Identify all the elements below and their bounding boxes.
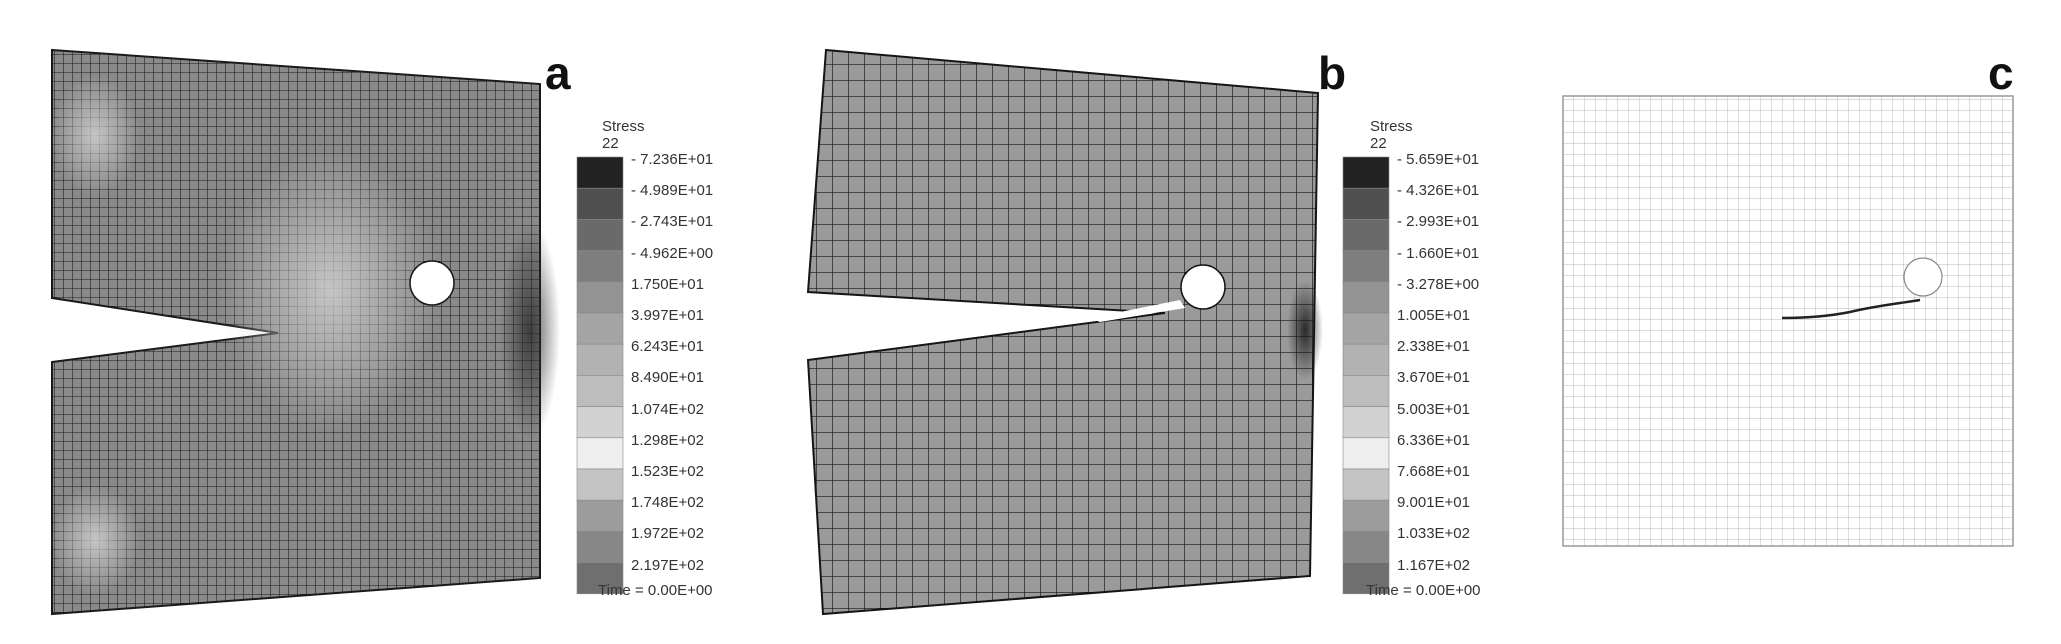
legend-swatch [1342,250,1390,283]
legend-value: 7.668E+01 [1397,463,1470,480]
legend-swatch [1342,343,1390,376]
legend-value: 1.005E+01 [1397,307,1470,324]
legend-value: - 4.326E+01 [1397,182,1480,200]
legend-swatch [1342,437,1390,470]
hole-c [1903,257,1943,297]
legend-swatch [576,187,624,220]
legend-value: 6.336E+01 [1397,431,1470,449]
legend-value: 5.003E+01 [1397,400,1470,418]
legend-value: 1.033E+02 [1397,525,1470,543]
legend-value: 2.197E+02 [631,556,704,574]
legend-value: 1.972E+02 [631,525,704,543]
hole-a [409,260,455,306]
legend-value: 1.523E+02 [631,463,704,480]
legend-swatch [576,343,624,376]
legend-swatch [1342,312,1390,345]
legend-value: - 7.236E+01 [631,151,714,168]
legend-value: - 1.660E+01 [1397,244,1480,262]
legend-swatch [576,406,624,439]
legend-swatch [576,562,624,595]
legend-value: - 3.278E+00 [1397,275,1480,293]
panel-label-a: a [545,47,571,99]
panel-label-b: b [1318,47,1347,99]
legend-time-a: Time = 0.00E+00 [598,582,713,599]
legend-value: 9.001E+01 [1397,494,1470,512]
legend-swatch [576,437,624,470]
legend-swatch [576,312,624,345]
legend-value: 1.074E+02 [631,400,704,418]
legend-swatch [1342,375,1390,407]
legend-value: 3.670E+01 [1397,369,1470,387]
legend-value: - 2.743E+01 [631,213,714,231]
legend-value: 3.997E+01 [631,307,704,324]
legend-value: 1.167E+02 [1397,556,1470,574]
legend-title-b: Stress 22 [1370,118,1413,152]
legend-value: 2.338E+01 [1397,338,1470,356]
legend-swatch [1342,562,1390,595]
legend-value: 6.243E+01 [631,338,704,356]
legend-value: 1.748E+02 [631,494,704,512]
legend-time-b: Time = 0.00E+00 [1366,582,1481,599]
legend-swatch [1342,406,1390,439]
legend-value: - 4.962E+00 [631,244,714,262]
legend-swatch [576,375,624,407]
legend-value: 1.298E+02 [631,431,704,449]
legend-colorbar-a [576,156,624,595]
legend-swatch [1342,531,1390,563]
legend-value: 8.490E+01 [631,369,704,387]
legend-title-a: Stress 22 [602,118,645,152]
legend-swatch [576,531,624,563]
panel-label-c: c [1988,47,2014,99]
legend-value: - 4.989E+01 [631,182,714,200]
legend-swatch [1342,219,1390,251]
legend-swatch [576,281,624,314]
specimen-c [1562,95,2014,547]
legend-swatch [576,250,624,283]
legend-swatch [576,219,624,251]
hole-b [1180,264,1226,310]
legend-swatch [1342,468,1390,501]
legend-colorbar-b [1342,156,1390,595]
legend-swatch [1342,187,1390,220]
legend-value: - 5.659E+01 [1397,151,1480,168]
legend-swatch [576,468,624,501]
specimen-b [806,48,1320,616]
legend-value: 1.750E+01 [631,275,704,293]
crack-path-c [1781,298,1921,320]
legend-value: - 2.993E+01 [1397,213,1480,231]
legend-swatch [576,499,624,532]
